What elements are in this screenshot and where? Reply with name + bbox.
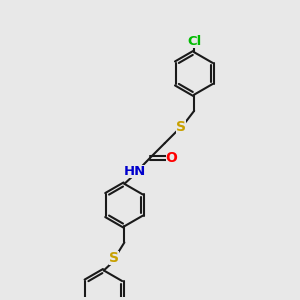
Text: Cl: Cl: [187, 34, 201, 48]
Text: S: S: [109, 251, 119, 265]
Text: S: S: [176, 120, 186, 134]
Text: O: O: [166, 151, 177, 165]
Text: HN: HN: [124, 165, 146, 178]
